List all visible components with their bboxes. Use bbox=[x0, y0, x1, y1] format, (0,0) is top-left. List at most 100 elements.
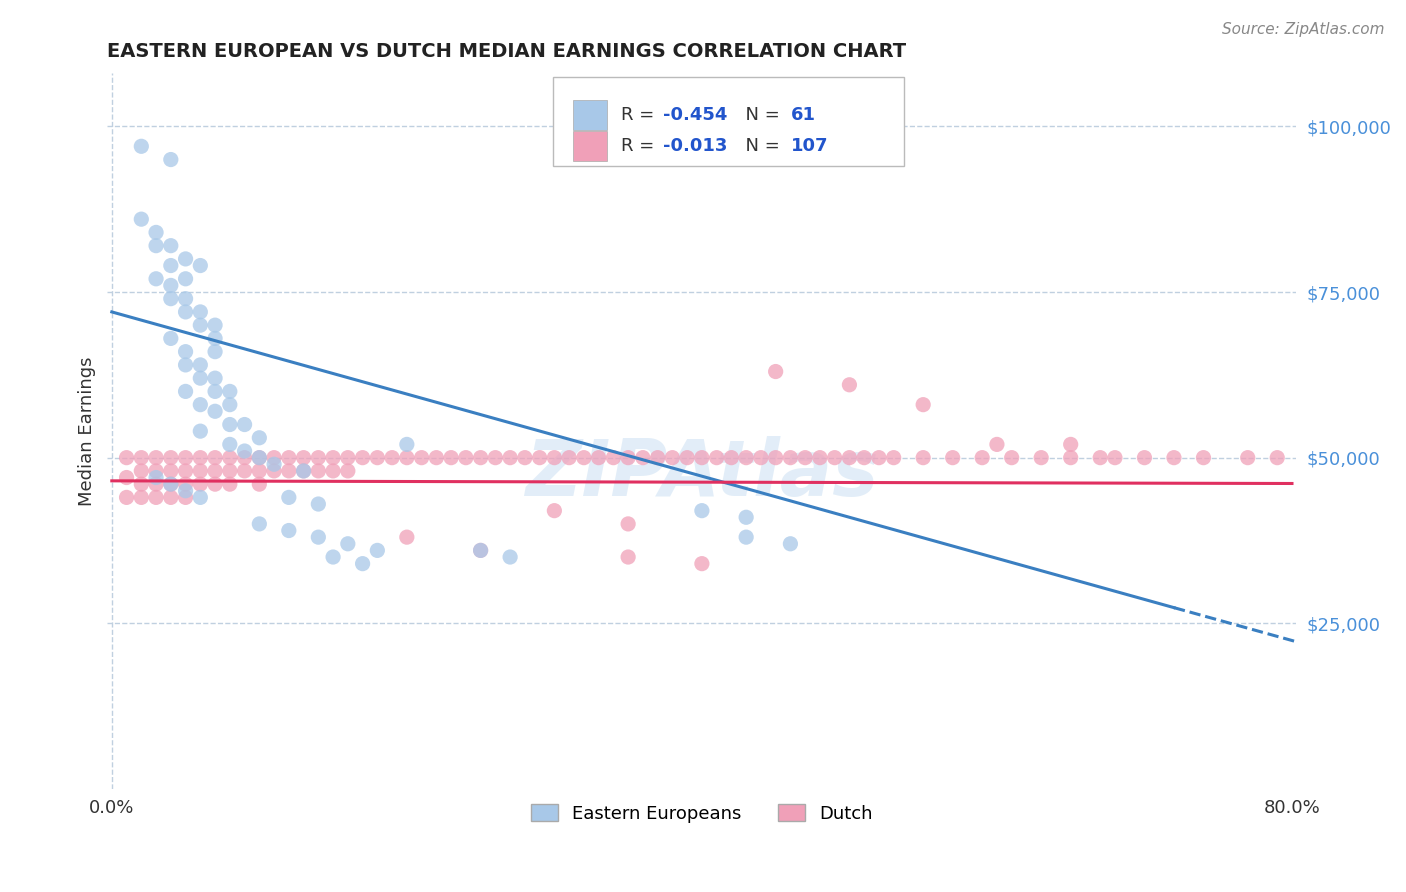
Point bbox=[159, 477, 181, 491]
Point bbox=[690, 557, 713, 571]
Point bbox=[307, 497, 329, 511]
Point bbox=[174, 491, 197, 505]
Point bbox=[218, 464, 240, 478]
Point bbox=[218, 450, 240, 465]
Point bbox=[307, 530, 329, 544]
Point bbox=[336, 464, 359, 478]
Point bbox=[543, 503, 565, 517]
Point bbox=[366, 450, 388, 465]
Point bbox=[411, 450, 433, 465]
Point bbox=[322, 464, 344, 478]
Point bbox=[174, 305, 197, 319]
Point bbox=[588, 450, 610, 465]
Point bbox=[218, 398, 240, 412]
Point bbox=[263, 464, 285, 478]
Point bbox=[159, 464, 181, 478]
Point bbox=[159, 278, 181, 293]
Point bbox=[263, 450, 285, 465]
Point bbox=[145, 272, 167, 286]
Point bbox=[188, 259, 211, 273]
Point bbox=[470, 543, 492, 558]
Point bbox=[307, 464, 329, 478]
Point bbox=[470, 543, 492, 558]
Point bbox=[174, 292, 197, 306]
Point bbox=[188, 358, 211, 372]
Point bbox=[174, 464, 197, 478]
Point bbox=[277, 464, 299, 478]
Point bbox=[647, 450, 669, 465]
Point bbox=[706, 450, 728, 465]
Point bbox=[1001, 450, 1024, 465]
Point bbox=[735, 450, 758, 465]
Point bbox=[159, 153, 181, 167]
Point bbox=[159, 491, 181, 505]
Point bbox=[188, 450, 211, 465]
Text: 61: 61 bbox=[792, 106, 815, 124]
Point bbox=[159, 331, 181, 345]
Point bbox=[145, 238, 167, 252]
Bar bbox=[574, 131, 607, 161]
Point bbox=[838, 450, 860, 465]
Point bbox=[247, 477, 270, 491]
Point bbox=[115, 491, 138, 505]
Point bbox=[247, 450, 270, 465]
Point bbox=[352, 557, 374, 571]
Point bbox=[131, 464, 153, 478]
Point bbox=[824, 450, 846, 465]
Point bbox=[292, 464, 315, 478]
Point bbox=[218, 417, 240, 432]
Point bbox=[513, 450, 536, 465]
Point bbox=[395, 437, 418, 451]
Point bbox=[159, 292, 181, 306]
Text: ZIPAtlas: ZIPAtlas bbox=[526, 436, 879, 512]
Point bbox=[277, 450, 299, 465]
Point bbox=[794, 450, 817, 465]
Point bbox=[529, 450, 551, 465]
Point bbox=[247, 450, 270, 465]
Point bbox=[145, 226, 167, 240]
Point bbox=[676, 450, 699, 465]
Point bbox=[145, 450, 167, 465]
Point bbox=[853, 450, 876, 465]
Point bbox=[661, 450, 683, 465]
Point bbox=[454, 450, 477, 465]
Text: -0.013: -0.013 bbox=[662, 137, 727, 155]
Text: 107: 107 bbox=[792, 137, 828, 155]
Point bbox=[499, 549, 522, 564]
Point bbox=[838, 377, 860, 392]
Point bbox=[233, 444, 256, 458]
Point bbox=[720, 450, 742, 465]
Point bbox=[145, 470, 167, 484]
Point bbox=[174, 477, 197, 491]
Point bbox=[263, 457, 285, 471]
Text: -0.454: -0.454 bbox=[662, 106, 727, 124]
Text: N =: N = bbox=[734, 106, 786, 124]
Point bbox=[247, 516, 270, 531]
Point bbox=[572, 450, 595, 465]
Point bbox=[292, 450, 315, 465]
Point bbox=[543, 450, 565, 465]
Point bbox=[1060, 450, 1083, 465]
Point bbox=[366, 543, 388, 558]
Point bbox=[218, 437, 240, 451]
Point bbox=[188, 424, 211, 438]
Point bbox=[1192, 450, 1215, 465]
Point bbox=[1236, 450, 1258, 465]
Point bbox=[617, 450, 640, 465]
Point bbox=[395, 530, 418, 544]
Point bbox=[174, 450, 197, 465]
Point bbox=[204, 384, 226, 399]
Point bbox=[188, 371, 211, 385]
Text: R =: R = bbox=[621, 106, 659, 124]
Point bbox=[307, 450, 329, 465]
Point bbox=[883, 450, 905, 465]
Point bbox=[204, 477, 226, 491]
Text: R =: R = bbox=[621, 137, 659, 155]
Point bbox=[159, 450, 181, 465]
Point bbox=[233, 450, 256, 465]
Point bbox=[233, 417, 256, 432]
Point bbox=[425, 450, 447, 465]
Point bbox=[986, 437, 1008, 451]
Text: EASTERN EUROPEAN VS DUTCH MEDIAN EARNINGS CORRELATION CHART: EASTERN EUROPEAN VS DUTCH MEDIAN EARNING… bbox=[107, 42, 907, 61]
Point bbox=[174, 384, 197, 399]
